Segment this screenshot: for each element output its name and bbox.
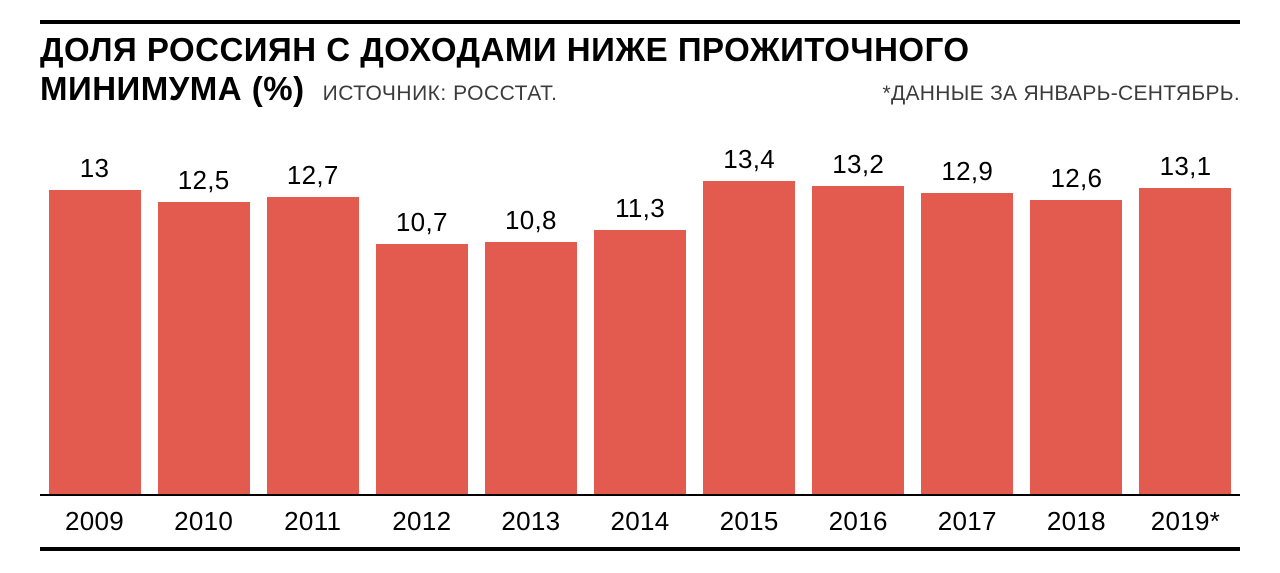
bar-slot: 12,9 xyxy=(913,142,1022,494)
x-axis-label: 2019* xyxy=(1151,506,1220,536)
x-axis-label: 2017 xyxy=(938,506,997,536)
bar-value-label: 13,4 xyxy=(723,144,775,175)
x-label-slot: 2012 xyxy=(367,506,476,537)
bar-value-label: 12,5 xyxy=(178,165,230,196)
bar-slot: 13 xyxy=(40,142,149,494)
bar-slot: 13,2 xyxy=(804,142,913,494)
bar-value-label: 12,6 xyxy=(1050,163,1102,194)
bar-slot: 12,7 xyxy=(258,142,367,494)
bar-value-label: 13,1 xyxy=(1160,151,1212,182)
bar-value-label: 10,7 xyxy=(396,207,448,238)
chart-header: ДОЛЯ РОССИЯН С ДОХОДАМИ НИЖЕ ПРОЖИТОЧНОГ… xyxy=(40,30,1240,108)
x-label-slot: 2017 xyxy=(913,506,1022,537)
bar-rect xyxy=(267,197,359,494)
bar-slot: 13,4 xyxy=(695,142,804,494)
x-axis-label: 2013 xyxy=(501,506,560,536)
bar-value-label: 13 xyxy=(80,153,110,184)
x-axis-label: 2011 xyxy=(284,506,341,536)
bar-rect xyxy=(594,230,686,494)
bar-slot: 10,8 xyxy=(476,142,585,494)
bar-rect xyxy=(921,193,1013,494)
bottom-rule xyxy=(40,547,1240,551)
chart-title-line2: МИНИМУМА (%) xyxy=(40,69,305,108)
chart-footnote: *ДАННЫЕ ЗА ЯНВАРЬ-СЕНТЯБРЬ. xyxy=(883,82,1241,106)
x-axis-label: 2014 xyxy=(610,506,669,536)
bar-rect xyxy=(1030,200,1122,494)
x-axis-label: 2009 xyxy=(65,506,124,536)
x-label-slot: 2011 xyxy=(258,506,367,537)
top-rule xyxy=(40,20,1240,24)
bar-rect xyxy=(812,186,904,494)
x-label-slot: 2013 xyxy=(476,506,585,537)
x-axis-label: 2015 xyxy=(720,506,779,536)
bar-rect xyxy=(703,181,795,494)
bars-row: 13 12,5 12,7 10,7 10,8 11,3 13,4 13,2 12,9 12,6 13… xyxy=(40,142,1240,494)
x-label-slot: 2015 xyxy=(695,506,804,537)
bar-rect xyxy=(485,242,577,494)
x-axis-label: 2018 xyxy=(1047,506,1106,536)
x-label-slot: 2014 xyxy=(585,506,694,537)
x-axis-label: 2016 xyxy=(829,506,888,536)
bar-value-label: 10,8 xyxy=(505,205,557,236)
plot-area: 13 12,5 12,7 10,7 10,8 11,3 13,4 13,2 12,9 12,6 13… xyxy=(40,142,1240,494)
bar-value-label: 12,9 xyxy=(941,156,993,187)
bar-value-label: 13,2 xyxy=(832,149,884,180)
x-label-slot: 2009 xyxy=(40,506,149,537)
bar-slot: 13,1 xyxy=(1131,142,1240,494)
bar-value-label: 11,3 xyxy=(615,193,665,224)
bar-slot: 11,3 xyxy=(585,142,694,494)
x-axis-label: 2012 xyxy=(392,506,451,536)
bar-slot: 12,6 xyxy=(1022,142,1131,494)
baseline-rule xyxy=(40,494,1240,496)
x-axis-label: 2010 xyxy=(174,506,233,536)
bar-rect xyxy=(49,190,141,494)
bar-rect xyxy=(1139,188,1231,494)
bar-value-label: 12,7 xyxy=(287,160,339,191)
x-label-slot: 2018 xyxy=(1022,506,1131,537)
x-axis-labels: 2009 2010 2011 2012 2013 2014 2015 2016 2017 2018… xyxy=(40,506,1240,537)
x-label-slot: 2019* xyxy=(1131,506,1240,537)
chart-container: ДОЛЯ РОССИЯН С ДОХОДАМИ НИЖЕ ПРОЖИТОЧНОГ… xyxy=(0,0,1280,573)
bar-rect xyxy=(376,244,468,494)
x-label-slot: 2010 xyxy=(149,506,258,537)
x-label-slot: 2016 xyxy=(804,506,913,537)
bar-slot: 10,7 xyxy=(367,142,476,494)
chart-title-line1: ДОЛЯ РОССИЯН С ДОХОДАМИ НИЖЕ ПРОЖИТОЧНОГ… xyxy=(40,30,1240,69)
bar-rect xyxy=(158,202,250,494)
chart-source: ИСТОЧНИК: РОССТАТ. xyxy=(323,82,558,106)
bar-slot: 12,5 xyxy=(149,142,258,494)
